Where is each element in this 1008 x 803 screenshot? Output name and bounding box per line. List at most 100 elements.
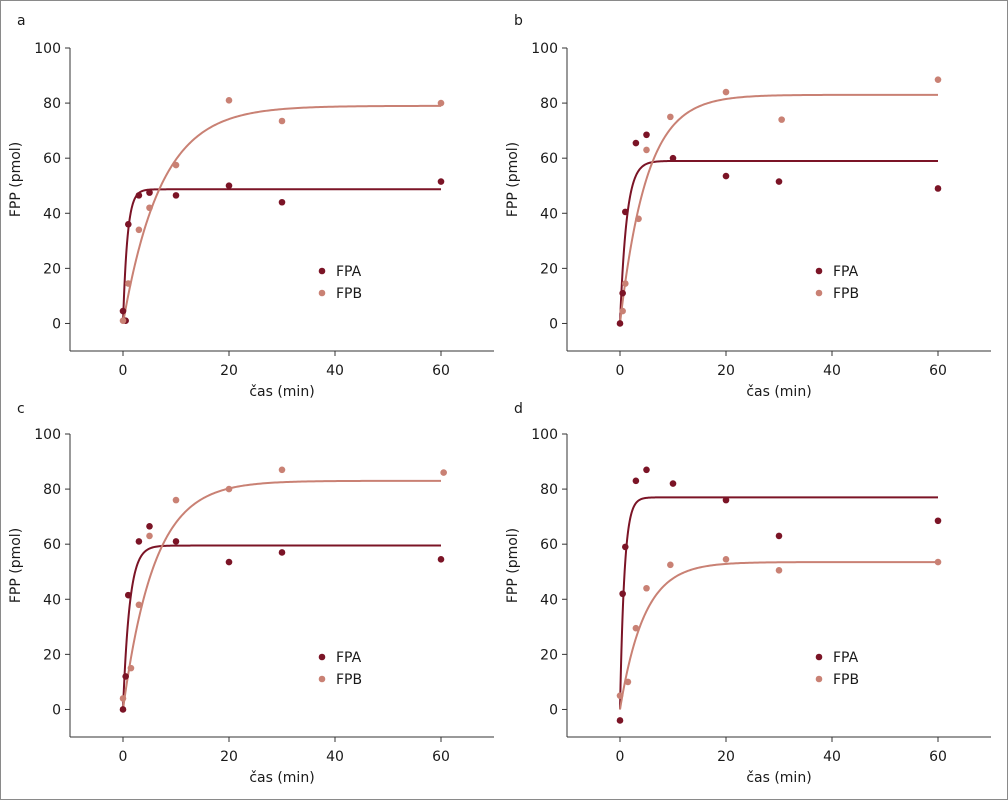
data-point-fpb <box>225 485 233 493</box>
fit-curve-fpb <box>619 93 938 324</box>
y-tick-label: 20 <box>43 261 61 277</box>
data-point-fpb <box>622 280 629 287</box>
legend-marker-fpb <box>318 289 326 297</box>
data-point-fpa <box>722 496 730 504</box>
data-point-fpa <box>622 208 629 216</box>
y-tick-label: 80 <box>540 482 558 498</box>
data-point-fpb <box>437 99 445 107</box>
y-tick-label: 100 <box>531 41 558 57</box>
panel-letter: c <box>17 401 25 417</box>
fit-curve-fpb <box>122 479 441 710</box>
x-tick-label: 60 <box>432 749 450 765</box>
y-tick-label: 0 <box>52 316 61 332</box>
y-tick-label: 0 <box>52 702 61 718</box>
x-tick-label: 60 <box>432 363 450 379</box>
data-point-fpa <box>225 182 233 190</box>
data-point-fpa <box>669 154 677 162</box>
panel-d: d 0 20 40 60 80 100 0 20 40 60 čas (min) FPP (pmol) F… <box>505 401 991 786</box>
data-point-fpa <box>278 549 286 556</box>
data-point-fpb <box>146 204 153 212</box>
data-point-fpa <box>437 556 445 563</box>
y-tick-label: 40 <box>540 592 558 608</box>
y-tick-label: 20 <box>540 647 558 663</box>
y-tick-label: 100 <box>34 427 61 443</box>
data-point-fpb <box>278 466 286 474</box>
panel-a: a 0 20 40 60 80 100 0 20 40 60 čas (min) FPP (pmol) F… <box>8 13 494 400</box>
data-point-fpb <box>135 601 143 609</box>
legend-marker-fpb <box>815 289 823 297</box>
data-point-fpa <box>146 522 153 530</box>
data-point-fpb <box>225 97 233 104</box>
y-tick-label: 20 <box>540 261 558 277</box>
legend-label-fpb: FPB <box>833 286 859 302</box>
data-point-fpb <box>934 558 942 566</box>
data-point-fpa <box>172 538 180 545</box>
data-point-fpa <box>278 198 286 206</box>
x-tick-label: 20 <box>717 749 735 765</box>
data-point-fpa <box>437 178 445 185</box>
y-tick-label: 60 <box>540 151 558 167</box>
data-point-fpb <box>135 226 143 234</box>
data-point-fpb <box>667 113 674 121</box>
y-tick-label: 40 <box>43 206 61 222</box>
x-tick-label: 40 <box>823 749 841 765</box>
y-tick-label: 80 <box>43 482 61 498</box>
panel-letter: d <box>514 401 523 417</box>
data-point-fpa <box>619 289 626 297</box>
y-tick-label: 40 <box>540 206 558 222</box>
data-point-fpb <box>934 76 942 83</box>
x-tick-label: 0 <box>616 749 625 765</box>
data-point-fpa <box>119 706 127 713</box>
fit-curve-fpb <box>619 561 938 710</box>
x-tick-label: 60 <box>929 363 947 379</box>
data-point-fpa <box>225 558 233 566</box>
fit-curve-fpa <box>619 496 938 710</box>
data-point-fpb <box>643 584 650 592</box>
y-axis-label: FPP (pmol) <box>8 142 24 217</box>
y-tick-label: 0 <box>549 316 558 332</box>
x-axis-label: čas (min) <box>249 384 314 400</box>
x-tick-label: 0 <box>119 363 128 379</box>
y-tick-label: 100 <box>34 41 61 57</box>
fit-curve-fpa <box>122 188 441 324</box>
data-point-fpa <box>616 320 624 327</box>
data-point-fpa <box>135 538 143 545</box>
y-tick-label: 100 <box>531 427 558 443</box>
y-axis-label: FPP (pmol) <box>505 142 521 217</box>
data-point-fpa <box>643 131 650 139</box>
y-axis-label: FPP (pmol) <box>8 528 24 603</box>
data-point-fpa <box>632 477 640 485</box>
y-tick-label: 60 <box>43 151 61 167</box>
data-point-fpa <box>622 543 629 551</box>
data-point-fpa <box>125 591 132 599</box>
legend-marker-fpb <box>318 675 326 683</box>
data-point-fpb <box>775 567 783 574</box>
data-point-fpb <box>619 307 626 315</box>
data-point-fpa <box>172 192 180 199</box>
data-point-fpa <box>135 192 143 199</box>
x-axis-label: čas (min) <box>746 384 811 400</box>
y-tick-label: 60 <box>540 537 558 553</box>
data-point-fpa <box>616 717 624 724</box>
y-tick-label: 80 <box>43 96 61 112</box>
data-point-fpa <box>722 172 730 180</box>
data-point-fpb <box>722 556 730 563</box>
x-tick-label: 20 <box>220 363 238 379</box>
y-tick-label: 20 <box>43 647 61 663</box>
data-point-fpb <box>635 215 642 223</box>
legend-label-fpb: FPB <box>833 672 859 688</box>
panel-b: b 0 20 40 60 80 100 0 20 40 60 čas (min) FPP (pmol) F… <box>505 13 991 400</box>
x-tick-label: 40 <box>326 749 344 765</box>
x-tick-label: 20 <box>220 749 238 765</box>
x-tick-label: 40 <box>823 363 841 379</box>
data-point-fpa <box>125 220 132 228</box>
data-point-fpb <box>624 678 632 686</box>
data-point-fpb <box>778 116 785 123</box>
y-tick-label: 0 <box>549 702 558 718</box>
data-point-fpb <box>125 280 132 287</box>
y-tick-label: 60 <box>43 537 61 553</box>
panel-letter: a <box>17 13 26 29</box>
panel-letter: b <box>514 13 523 29</box>
